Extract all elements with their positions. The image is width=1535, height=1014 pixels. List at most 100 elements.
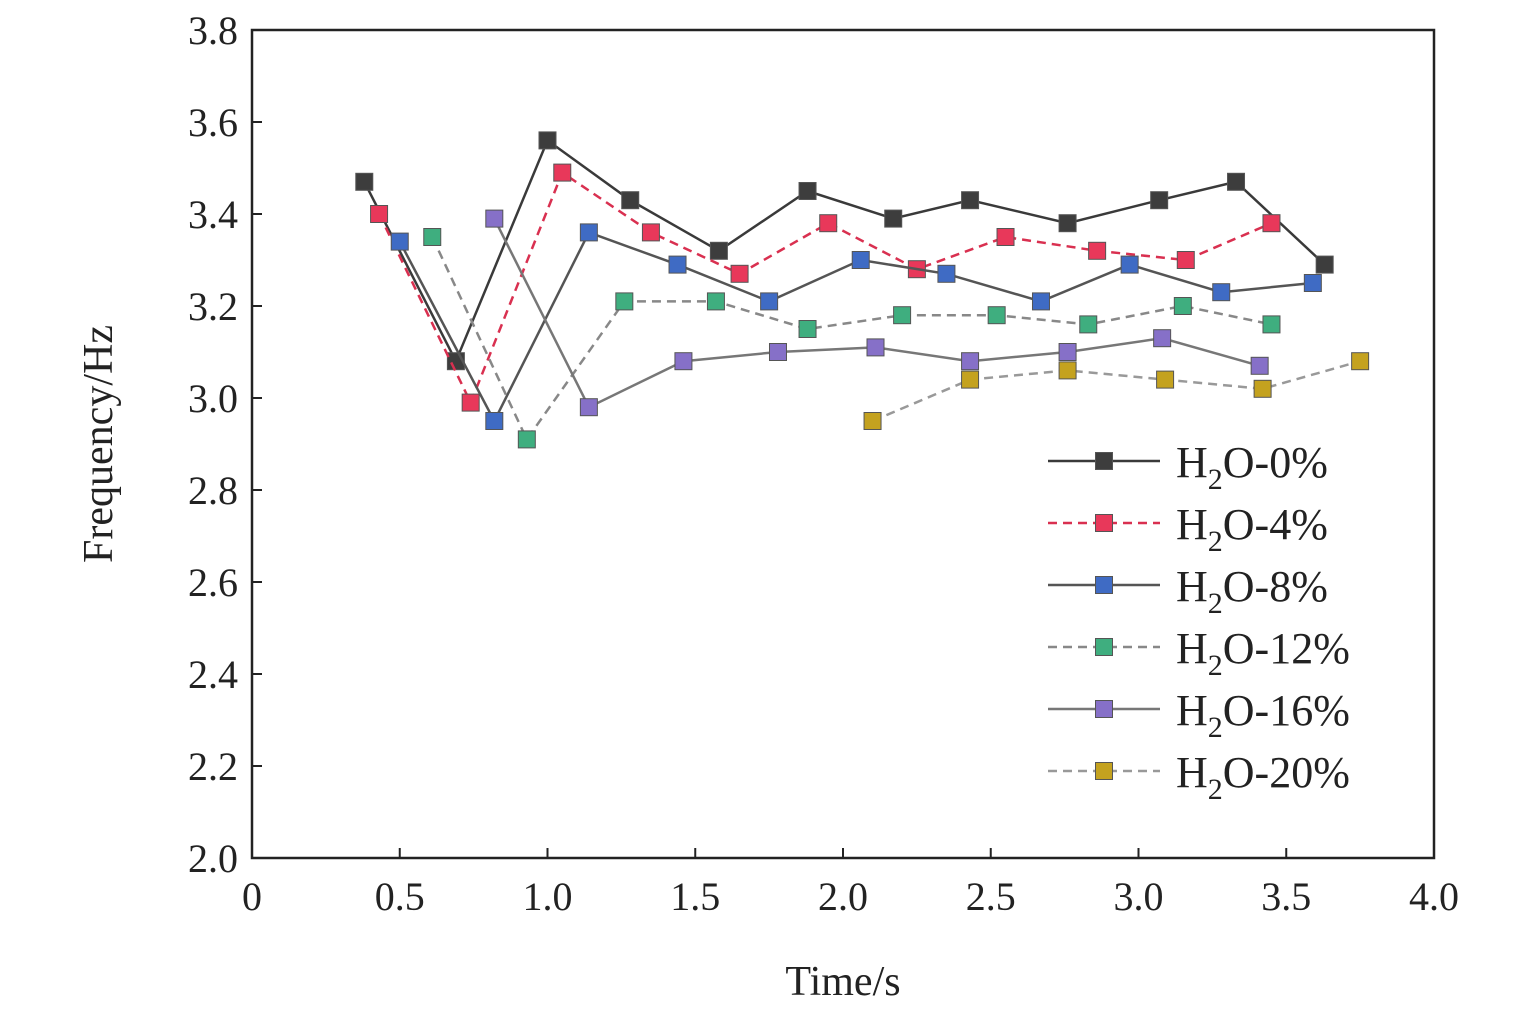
legend-item: H2O-0%	[1048, 438, 1328, 496]
x-tick-label: 0	[242, 874, 262, 919]
series-5	[863, 352, 1370, 430]
y-tick-label: 2.4	[188, 652, 238, 697]
data-point	[996, 228, 1015, 246]
legend-label-rest: O-12%	[1223, 624, 1350, 673]
y-axis: 2.0 2.2 2.4 2.6 2.8 3.0 3.2 3.4 3.6 3.8	[188, 8, 262, 881]
y-axis-label: Frequency/Hz	[76, 325, 122, 563]
data-point	[937, 264, 956, 283]
series-0	[355, 131, 1334, 371]
legend-label-subscript: 2	[1208, 649, 1223, 682]
data-point	[1176, 251, 1195, 269]
data-point	[1303, 274, 1322, 292]
legend-label-subscript: 2	[1208, 463, 1223, 496]
legend-label-subscript: 2	[1208, 711, 1223, 744]
series-2	[390, 223, 1322, 430]
legend-label-rest: O-16%	[1223, 686, 1350, 735]
legend-label: H2O-8%	[1176, 562, 1328, 620]
legend-label-rest: O-0%	[1223, 438, 1328, 487]
data-point	[1150, 191, 1169, 210]
y-tick-label: 2.2	[188, 744, 238, 789]
series-4	[485, 209, 1269, 417]
data-point	[768, 343, 787, 361]
legend-item: H2O-8%	[1048, 562, 1328, 620]
legend-label-rest: O-4%	[1223, 500, 1328, 549]
legend-label: H2O-16%	[1176, 686, 1350, 744]
data-point	[1173, 297, 1192, 315]
x-tick-label: 1.0	[523, 874, 573, 919]
data-point	[1079, 315, 1098, 334]
legend-label-main: H	[1176, 748, 1208, 797]
data-point	[1058, 343, 1077, 361]
data-point	[1031, 292, 1050, 311]
x-axis-label: Time/s	[785, 959, 900, 1005]
data-point	[621, 191, 640, 210]
x-tick-label: 2.5	[966, 874, 1016, 919]
data-point	[538, 131, 557, 150]
data-point	[961, 191, 980, 210]
data-point	[819, 214, 838, 233]
data-point	[370, 205, 389, 223]
data-point	[706, 292, 725, 311]
data-point	[579, 223, 598, 242]
data-point	[1058, 361, 1077, 380]
data-point	[798, 182, 817, 200]
legend-label-subscript: 2	[1208, 525, 1223, 558]
legend-marker	[1095, 514, 1113, 532]
x-tick-label: 4.0	[1409, 874, 1459, 919]
data-point	[668, 255, 687, 274]
data-point	[485, 412, 504, 430]
series-layer	[355, 131, 1370, 449]
data-point	[517, 430, 536, 449]
data-point	[863, 412, 882, 430]
data-point	[961, 370, 980, 389]
series-3	[423, 228, 1281, 449]
data-point	[1250, 356, 1269, 375]
data-point	[355, 172, 374, 191]
legend-item: H2O-16%	[1048, 686, 1350, 744]
data-point	[553, 163, 572, 182]
legend-label: H2O-20%	[1176, 748, 1350, 806]
series-1	[370, 163, 1281, 412]
y-tick-label: 2.6	[188, 560, 238, 605]
legend-label-subscript: 2	[1208, 587, 1223, 620]
series-line	[431, 236, 1272, 442]
y-tick-label: 3.6	[188, 100, 238, 145]
legend-label: H2O-4%	[1176, 500, 1328, 558]
data-point	[1088, 241, 1107, 260]
legend-marker	[1095, 762, 1113, 780]
legend-item: H2O-20%	[1048, 748, 1350, 806]
data-point	[1262, 315, 1281, 334]
legend-marker	[1095, 700, 1113, 718]
data-point	[760, 292, 779, 311]
data-point	[1227, 172, 1246, 191]
series-line	[377, 170, 1272, 406]
x-tick-label: 0.5	[375, 874, 425, 919]
data-point	[987, 306, 1006, 325]
data-point	[851, 251, 870, 269]
data-point	[615, 292, 634, 311]
data-point	[485, 209, 504, 228]
data-point	[1262, 214, 1281, 233]
y-tick-label: 3.2	[188, 284, 238, 329]
legend-marker	[1095, 576, 1113, 594]
data-point	[709, 241, 728, 260]
data-point	[798, 320, 817, 338]
legend-label: H2O-12%	[1176, 624, 1350, 682]
legend-label-main: H	[1176, 562, 1208, 611]
data-point	[1153, 329, 1172, 348]
legend: H2O-0%H2O-4%H2O-8%H2O-12%H2O-16%H2O-20%	[1048, 438, 1350, 806]
x-axis: 0 0.5 1.0 1.5 2.0 2.5 3.0 3.5 4.0	[242, 848, 1459, 919]
legend-label: H2O-0%	[1176, 438, 1328, 496]
x-tick-label: 3.0	[1114, 874, 1164, 919]
y-tick-label: 2.0	[188, 836, 238, 881]
data-point	[1315, 255, 1334, 274]
legend-label-main: H	[1176, 500, 1208, 549]
data-point	[423, 228, 442, 246]
data-point	[884, 209, 903, 228]
data-point	[1156, 370, 1175, 389]
y-tick-label: 3.0	[188, 376, 238, 421]
x-tick-label: 2.0	[818, 874, 868, 919]
legend-label-main: H	[1176, 686, 1208, 735]
data-point	[390, 232, 409, 251]
